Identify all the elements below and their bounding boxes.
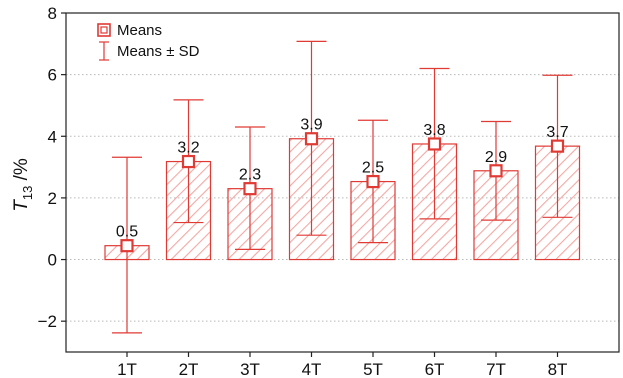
mean-marker [120, 239, 134, 253]
mean-marker [304, 132, 319, 146]
y-tick-label: 2 [48, 189, 57, 208]
mean-marker [366, 174, 380, 189]
y-axis-title: T13 /% [11, 158, 35, 212]
mean-marker [550, 139, 565, 153]
x-axis-ticks: 1T 2T 3T 4T 5T 6T 7T 8T [117, 352, 567, 378]
y-tick-label: 6 [48, 66, 57, 85]
y-axis-title-symbol: T [11, 199, 32, 212]
mean-marker [181, 154, 196, 169]
x-tick-label: 2T [179, 360, 199, 378]
y-axis-title-unit: /% [11, 158, 32, 186]
mean-marker [427, 137, 442, 151]
y-axis-title-subscript: 13 [20, 186, 35, 200]
data-label: 3.7 [546, 124, 568, 141]
legend-means-marker [97, 23, 111, 37]
data-label: 2.3 [239, 167, 261, 184]
data-label: 3.2 [177, 140, 199, 157]
legend-means-marker-inner [100, 26, 108, 34]
legend: Means Means ± SD [97, 22, 200, 61]
data-label: 3.9 [300, 117, 322, 134]
legend-means-label: Means [117, 22, 162, 39]
mean-marker [243, 182, 257, 196]
x-tick-label: 3T [240, 360, 260, 378]
x-tick-label: 1T [117, 360, 137, 378]
data-label: 3.8 [423, 122, 445, 139]
data-labels: 0.5 3.2 2.3 3.9 2.5 3.8 2.9 3.7 [116, 117, 569, 241]
bars [104, 138, 581, 261]
y-tick-label: 0 [48, 251, 57, 270]
x-tick-label: 8T [548, 360, 568, 378]
data-label: 0.5 [116, 224, 138, 241]
y-tick-label: 4 [48, 127, 57, 146]
y-tick-label: −2 [38, 312, 57, 331]
mean-markers [120, 132, 565, 253]
legend-sd-marker [99, 41, 109, 61]
plot-frame [65, 12, 620, 353]
x-tick-label: 6T [425, 360, 445, 378]
x-tick-label: 7T [486, 360, 506, 378]
x-tick-label: 5T [363, 360, 383, 378]
legend-sd-label: Means ± SD [117, 43, 200, 60]
y-tick-label: 8 [48, 4, 57, 23]
mean-marker [489, 164, 503, 178]
x-tick-label: 4T [302, 360, 322, 378]
data-label: 2.9 [485, 149, 507, 166]
data-label: 2.5 [362, 160, 384, 177]
y-axis-ticks: −2 0 2 4 6 8 [38, 4, 66, 331]
gridlines [66, 74, 619, 322]
